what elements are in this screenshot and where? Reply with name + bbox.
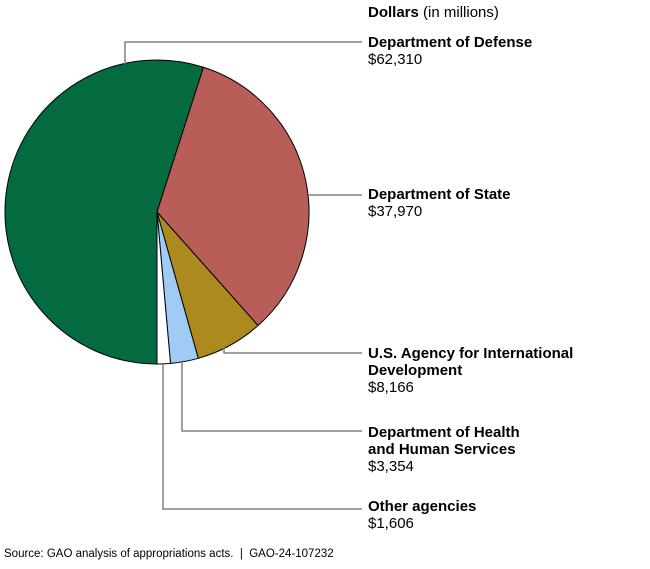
label-hhs-name-line2: and Human Services (368, 441, 516, 458)
label-state-value: $37,970 (368, 203, 423, 220)
label-state-name: Department of State (368, 186, 511, 203)
label-other-value: $1,606 (368, 515, 414, 532)
label-other-name: Other agencies (368, 498, 477, 515)
leader-line-usaid (223, 346, 362, 354)
label-defense: Department of Defense $62,310 (368, 34, 644, 68)
label-hhs-name-line1: Department of Health (368, 424, 520, 441)
pie-slice-defense (4, 59, 205, 365)
label-hhs-value: $3,354 (368, 458, 414, 475)
source-note: Source: GAO analysis of appropriations a… (4, 548, 334, 560)
label-usaid-name-line2: Development (368, 362, 463, 379)
pie-slice-other (156, 211, 172, 365)
leader-line-other (162, 364, 362, 510)
chart-title-bold: Dollars (368, 4, 419, 21)
label-usaid: U.S. Agency for International Developmen… (368, 345, 644, 396)
leader-line-defense (124, 41, 362, 64)
label-defense-value: $62,310 (368, 51, 423, 68)
pie-slice-state (156, 66, 310, 327)
label-defense-name: Department of Defense (368, 34, 533, 51)
label-state: Department of State $37,970 (368, 186, 644, 220)
label-usaid-name-line1: U.S. Agency for International (368, 345, 574, 362)
leader-line-hhs (181, 362, 362, 432)
label-hhs: Department of Health and Human Services … (368, 424, 644, 475)
chart-title: Dollars (in millions) (368, 4, 499, 21)
chart-title-suffix: (in millions) (423, 4, 499, 21)
label-usaid-value: $8,166 (368, 379, 414, 396)
label-other: Other agencies $1,606 (368, 498, 644, 532)
